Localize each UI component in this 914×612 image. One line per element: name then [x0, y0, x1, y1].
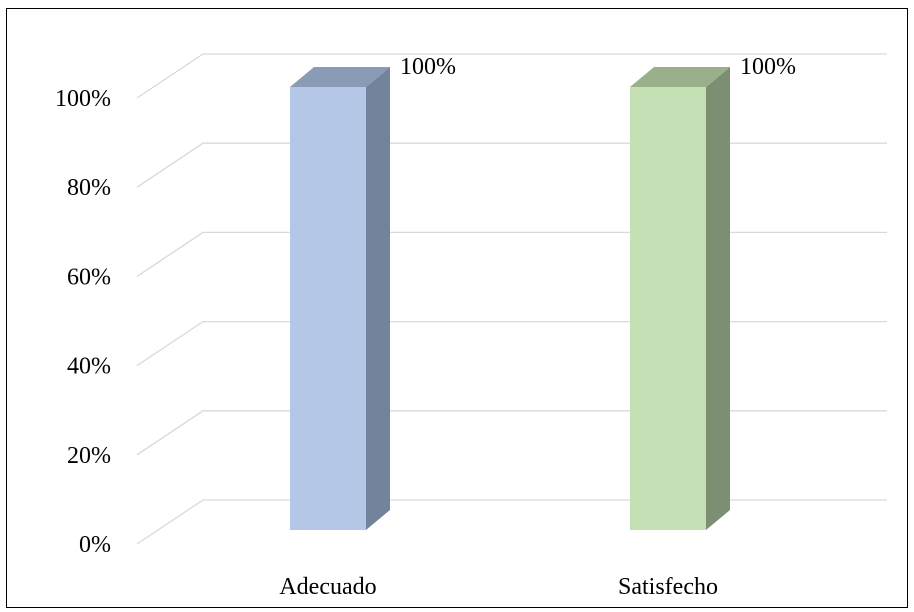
category-label: Satisfecho — [618, 574, 718, 600]
gridline — [136, 53, 887, 99]
bar-side-face — [706, 67, 730, 530]
gridline — [136, 320, 887, 367]
chart-svg: 0% 20% 40% 60% 80% 100% 100% Adecuado 100% Satisf… — [55, 53, 887, 600]
text-layer: 0% 20% 40% 60% 80% 100% 100% Adecuado 100% Satisf… — [55, 54, 796, 600]
y-tick-label: 20% — [67, 443, 111, 469]
y-tick-label: 100% — [55, 86, 111, 112]
y-tick-label: 80% — [67, 175, 111, 201]
gridline — [136, 499, 887, 545]
y-tick-label: 40% — [67, 354, 111, 380]
bar-top-face — [630, 67, 730, 87]
bar-side-face — [366, 67, 390, 530]
data-label: 100% — [740, 54, 796, 80]
grid-layer — [136, 53, 887, 545]
bar — [290, 87, 366, 530]
bar-layer — [290, 67, 730, 530]
gridline — [136, 410, 887, 456]
bar — [630, 87, 706, 530]
gridline — [136, 231, 887, 277]
bar-top-face — [290, 67, 390, 87]
data-label: 100% — [400, 54, 456, 80]
gridline — [136, 142, 887, 188]
y-tick-label: 0% — [79, 532, 111, 558]
chart-frame: 0% 20% 40% 60% 80% 100% 100% Adecuado 100% Satisf… — [6, 8, 908, 608]
category-label: Adecuado — [279, 574, 376, 600]
y-tick-label: 60% — [67, 264, 111, 290]
